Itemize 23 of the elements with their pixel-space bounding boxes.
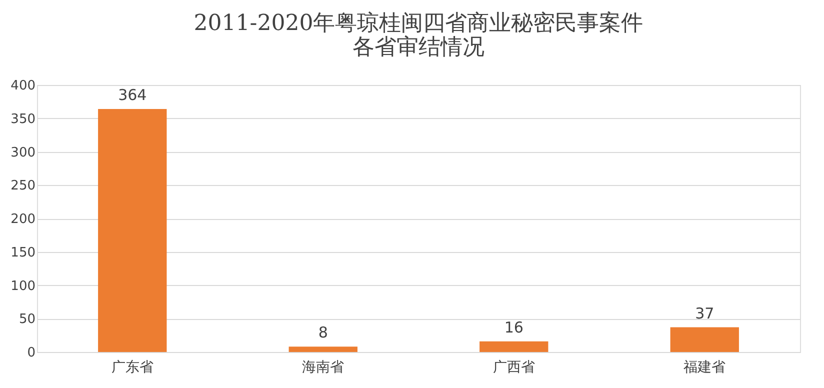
- y-tick-label: 0: [27, 346, 36, 360]
- bar: [98, 109, 167, 352]
- y-tick-label: 400: [10, 78, 36, 94]
- data-label: 8: [318, 324, 328, 342]
- y-tick-label: 350: [10, 112, 36, 127]
- y-tick-label: 50: [18, 312, 36, 328]
- x-tick-label: 福建省: [684, 360, 726, 376]
- bar: [670, 327, 739, 352]
- text: 2011-2020年粤琼桂闽四省商业秘密民事案件: [194, 11, 644, 36]
- data-label: 37: [695, 304, 714, 322]
- y-tick-label: 250: [10, 178, 36, 194]
- data-label: 364: [118, 86, 147, 104]
- text: 各省审结情况: [352, 35, 484, 60]
- y-tick-label: 300: [10, 145, 36, 160]
- y-tick-label: 100: [10, 278, 36, 294]
- bar: [288, 346, 358, 352]
- x-tick-label: 广东省: [111, 360, 154, 376]
- y-tick-label: 200: [10, 212, 36, 227]
- x-tick-label: 广西省: [492, 360, 535, 376]
- x-tick-label: 海南省: [302, 360, 344, 376]
- y-tick-label: 150: [10, 245, 36, 260]
- data-label: 16: [504, 318, 524, 336]
- bar: [480, 341, 548, 352]
